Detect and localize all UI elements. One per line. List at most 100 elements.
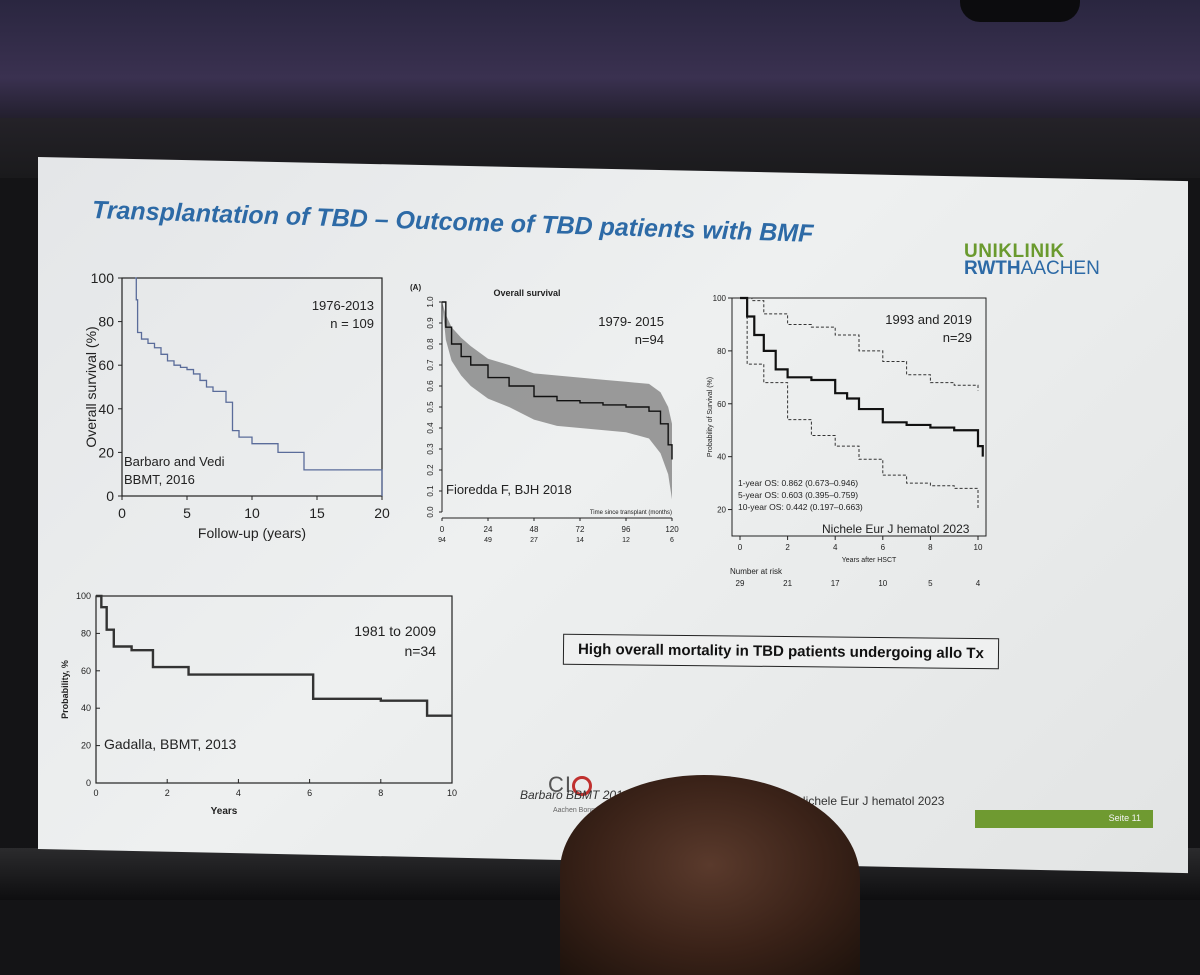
- y-tick-label: 100: [713, 294, 727, 303]
- plot-frame: [95, 595, 453, 784]
- y-tick-label: 0.4: [426, 422, 435, 434]
- upper-ci-curve: [740, 297, 979, 391]
- y-axis-label: Probability of Survival (%): [707, 377, 714, 457]
- mortality-callout: High overall mortality in TBD patients u…: [562, 633, 1000, 670]
- at-risk-value: 5: [928, 579, 933, 588]
- x-tick-label: 2: [785, 543, 790, 552]
- x-tick-label: 6: [307, 788, 312, 798]
- x-tick-label: 0: [93, 788, 98, 798]
- y-tick-label: 40: [81, 703, 91, 713]
- chart-fioredda: (A) Overall survival 0.0 0.1 0.2 0.3 0.4 0.5 0.6…: [410, 280, 685, 560]
- y-tick-label: 40: [98, 401, 114, 417]
- y-axis-label: Overall survival (%): [83, 326, 99, 447]
- x-tick-label: 10: [447, 788, 457, 798]
- survival-curve: [740, 296, 984, 457]
- chart-gadalla: 0 20 40 60 80 100 0 2 4 6 8 10 Years Probability, % 19…: [40, 578, 470, 823]
- x-tick-label: 72: [576, 525, 585, 534]
- audience-head: [560, 775, 860, 975]
- y-tick-label: 0.0: [426, 506, 435, 518]
- logo-rwth: RWTH: [964, 258, 1021, 279]
- page-number: Seite 11: [1108, 813, 1141, 823]
- x-tick-label: 15: [309, 505, 325, 521]
- projector: [960, 0, 1080, 22]
- annotation-years: 1981 to 2009: [354, 623, 436, 639]
- at-risk-value: 94: [438, 537, 446, 544]
- chart-nichele-svg: 20 40 60 80 100 0 29 2 21 4 17 6 10 8 5 10 4 Years after …: [707, 294, 987, 588]
- y-tick-label: 0.7: [426, 359, 435, 371]
- annotation-n: n=34: [404, 643, 436, 659]
- survival-curve: [135, 277, 383, 496]
- os-stat: 1-year OS: 0.862 (0.673–0.946): [738, 478, 858, 488]
- panel-label: (A): [410, 283, 421, 292]
- at-risk-value: 10: [878, 579, 887, 588]
- source-label: Nichele Eur J hematol 2023: [822, 522, 970, 536]
- y-tick-label: 1.0: [426, 296, 435, 308]
- y-tick-label: 0.9: [426, 317, 435, 329]
- chart-barbaro-svg: 0 20 40 60 80 100 0 5 10 15 20 Follow-up (years) Ove…: [83, 270, 390, 541]
- x-tick-label: 0: [118, 505, 126, 521]
- y-axis-label: Probability, %: [60, 660, 70, 719]
- y-tick-label: 80: [81, 628, 91, 638]
- y-tick-label: 0.2: [426, 464, 435, 476]
- source-line-1: Barbaro and Vedi: [124, 454, 225, 469]
- at-risk-value: 17: [831, 579, 840, 588]
- at-risk-value: 4: [976, 579, 981, 588]
- y-tick-label: 0: [86, 778, 91, 788]
- y-tick-label: 20: [98, 444, 114, 460]
- x-tick-label: 4: [236, 788, 241, 798]
- y-tick-label: 0: [106, 488, 114, 504]
- x-tick-label: 0: [738, 543, 743, 552]
- x-tick-label: 10: [244, 505, 260, 521]
- at-risk-label: Number at risk: [730, 567, 783, 576]
- logo-aachen: AACHEN: [1020, 258, 1100, 279]
- cio-o-mark: [572, 776, 592, 797]
- x-tick-label: 120: [665, 525, 679, 534]
- footer-bar: Seite 11: [975, 810, 1153, 828]
- cio-logo: CI: [548, 772, 592, 798]
- x-tick-label: 8: [928, 543, 933, 552]
- y-tick-label: 20: [81, 741, 91, 751]
- lower-ci-curve: [740, 297, 979, 510]
- x-axis-label: Years: [211, 806, 238, 817]
- y-tick-label: 0.1: [426, 485, 435, 497]
- y-tick-label: 80: [717, 347, 726, 356]
- annotation-n: n=29: [943, 330, 972, 345]
- source-label: Gadalla, BBMT, 2013: [104, 736, 237, 752]
- chart-gadalla-svg: 0 20 40 60 80 100 0 2 4 6 8 10 Years Probability, % 19…: [60, 591, 457, 817]
- x-tick-label: 5: [183, 505, 191, 521]
- chart-nichele: 20 40 60 80 100 0 29 2 21 4 17 6 10 8 5 10 4 Years after …: [700, 288, 1000, 608]
- at-risk-value: 21: [783, 579, 792, 588]
- annotation-n: n = 109: [330, 316, 374, 331]
- x-axis-label: Years after HSCT: [842, 557, 897, 564]
- source-label: Fioredda F, BJH 2018: [446, 482, 572, 497]
- x-axis-label: Follow-up (years): [198, 525, 306, 541]
- cio-subtitle: Aachen Bonn Köln: [553, 807, 611, 814]
- x-tick-label: 4: [833, 543, 838, 552]
- logo-line-1: UNIKLINIK: [964, 241, 1065, 262]
- x-tick-label: 0: [440, 525, 445, 534]
- y-tick-label: 100: [76, 591, 91, 601]
- x-axis-label: Time since transplant (months): [590, 510, 672, 516]
- source-line-2: BBMT, 2016: [124, 472, 195, 487]
- x-tick-label: 10: [974, 543, 983, 552]
- at-risk-value: 6: [670, 537, 674, 544]
- survival-curve: [96, 594, 452, 717]
- at-risk-value: 29: [736, 579, 745, 588]
- annotation-years: 1976-2013: [312, 298, 374, 313]
- y-tick-label: 20: [717, 506, 726, 515]
- y-tick-label: 40: [717, 453, 726, 462]
- y-tick-label: 0.3: [426, 443, 435, 455]
- x-tick-label: 8: [378, 788, 383, 798]
- os-stat: 5-year OS: 0.603 (0.395–0.759): [738, 490, 858, 500]
- os-stat: 10-year OS: 0.442 (0.197–0.663): [738, 502, 863, 512]
- annotation-years: 1979- 2015: [598, 314, 664, 329]
- chart-fioredda-svg: (A) Overall survival 0.0 0.1 0.2 0.3 0.4 0.5 0.6…: [410, 283, 679, 544]
- x-tick-label: 20: [374, 505, 390, 521]
- y-tick-label: 0.5: [426, 401, 435, 413]
- y-tick-label: 60: [717, 400, 726, 409]
- y-tick-label: 100: [91, 270, 115, 286]
- at-risk-value: 27: [530, 537, 538, 544]
- y-tick-label: 0.6: [426, 380, 435, 392]
- y-tick-label: 60: [98, 357, 114, 373]
- x-tick-label: 96: [622, 525, 631, 534]
